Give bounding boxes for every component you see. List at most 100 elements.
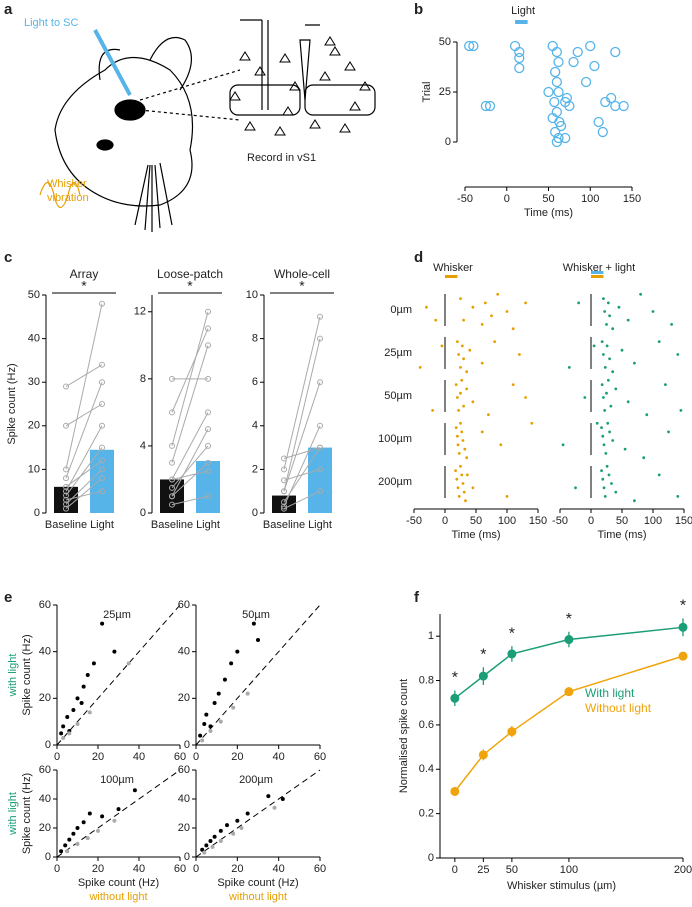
point (235, 649, 240, 654)
subplot-title: Array (70, 267, 99, 281)
spike (610, 46, 621, 58)
significance: * (480, 646, 486, 663)
spike (460, 473, 464, 477)
spike (543, 86, 554, 98)
row-label: 50µm (384, 390, 412, 402)
point (100, 621, 105, 626)
spike (514, 52, 525, 64)
x-tick-label: -50 (406, 515, 422, 527)
point (251, 621, 256, 626)
pair-point (317, 379, 323, 386)
spike (553, 56, 564, 68)
spike (626, 400, 630, 404)
y-tick-label: 60 (39, 764, 51, 776)
y-tick-label: 40 (39, 793, 51, 805)
x-tick-label: 150 (675, 515, 692, 527)
pair-point (205, 459, 211, 466)
spike (471, 400, 475, 404)
x-axis-label: Time (ms) (451, 529, 500, 541)
x-tick-label: 100 (644, 515, 662, 527)
point (87, 811, 92, 816)
point (202, 850, 207, 855)
x-tick-label: 50 (470, 515, 482, 527)
x-tick-label: 50 (506, 864, 518, 876)
spike (480, 361, 484, 365)
pair-line (65, 364, 103, 387)
spike (440, 344, 444, 348)
spike (462, 357, 465, 361)
x-tick-label: 50 (542, 193, 554, 205)
point (245, 691, 250, 696)
spike (454, 426, 458, 429)
spike (457, 452, 461, 455)
subplot-title: 25µm (103, 609, 131, 621)
spike (610, 100, 621, 112)
pair-point (63, 383, 69, 390)
point (564, 687, 574, 697)
pair-line (65, 447, 103, 496)
line (454, 655, 684, 792)
point (212, 834, 217, 839)
pair-point (99, 457, 105, 464)
point (59, 849, 64, 854)
x-tick-label: 150 (623, 193, 641, 205)
x-tick-label: 0 (54, 863, 60, 875)
pair-line (283, 382, 321, 492)
record-label: Record in vS1 (247, 152, 316, 164)
spike (464, 40, 475, 52)
point (272, 805, 277, 810)
spike (600, 340, 604, 343)
spike (605, 391, 608, 395)
y-tick-label: 60 (178, 764, 190, 776)
whisker-label: vibration (47, 192, 89, 204)
pair-line (283, 468, 321, 481)
pair-point (63, 483, 69, 490)
panel-label: d (414, 249, 423, 266)
y-tick-label: 4 (252, 420, 258, 432)
spike (611, 439, 615, 442)
spike (560, 132, 571, 144)
row-label: 0µm (390, 304, 412, 316)
y-tick-label: 0.8 (419, 674, 434, 686)
spike (480, 100, 492, 112)
pair-point (63, 496, 69, 503)
significance: * (81, 278, 87, 294)
subplot-title: Loose-patch (157, 267, 223, 281)
pair-point (169, 484, 175, 491)
spike (484, 100, 496, 112)
point (75, 841, 80, 846)
pair-line (65, 460, 103, 488)
spike (551, 46, 562, 58)
spike (611, 370, 615, 374)
spike (592, 344, 596, 348)
spike (454, 383, 458, 386)
y-tick-label: 60 (39, 599, 51, 611)
spike (460, 378, 464, 382)
point (79, 701, 84, 705)
point (87, 710, 92, 715)
y-tick-label: 0 (140, 507, 146, 519)
spike (457, 495, 461, 498)
panel-label: b (414, 1, 423, 18)
point (222, 677, 227, 682)
point (65, 715, 70, 719)
pair-line (171, 311, 209, 447)
y-axis-note: with light (7, 654, 19, 698)
x-axis-label: Spike count (Hz) (217, 877, 298, 889)
pair-line (65, 403, 103, 427)
point (132, 788, 137, 793)
pair-point (205, 426, 211, 433)
spike (605, 92, 617, 104)
point (231, 705, 236, 710)
pair-point (99, 444, 105, 451)
pair-point (317, 488, 323, 495)
point (59, 731, 64, 736)
pair-point (63, 466, 69, 473)
y-axis-note: with light (7, 792, 19, 836)
light-label: Light to SC (24, 17, 78, 29)
pair-line (65, 382, 103, 479)
point (81, 684, 86, 689)
point (67, 731, 72, 736)
x-tick-label: 40 (133, 751, 145, 763)
x-tick-label: 60 (314, 751, 326, 763)
